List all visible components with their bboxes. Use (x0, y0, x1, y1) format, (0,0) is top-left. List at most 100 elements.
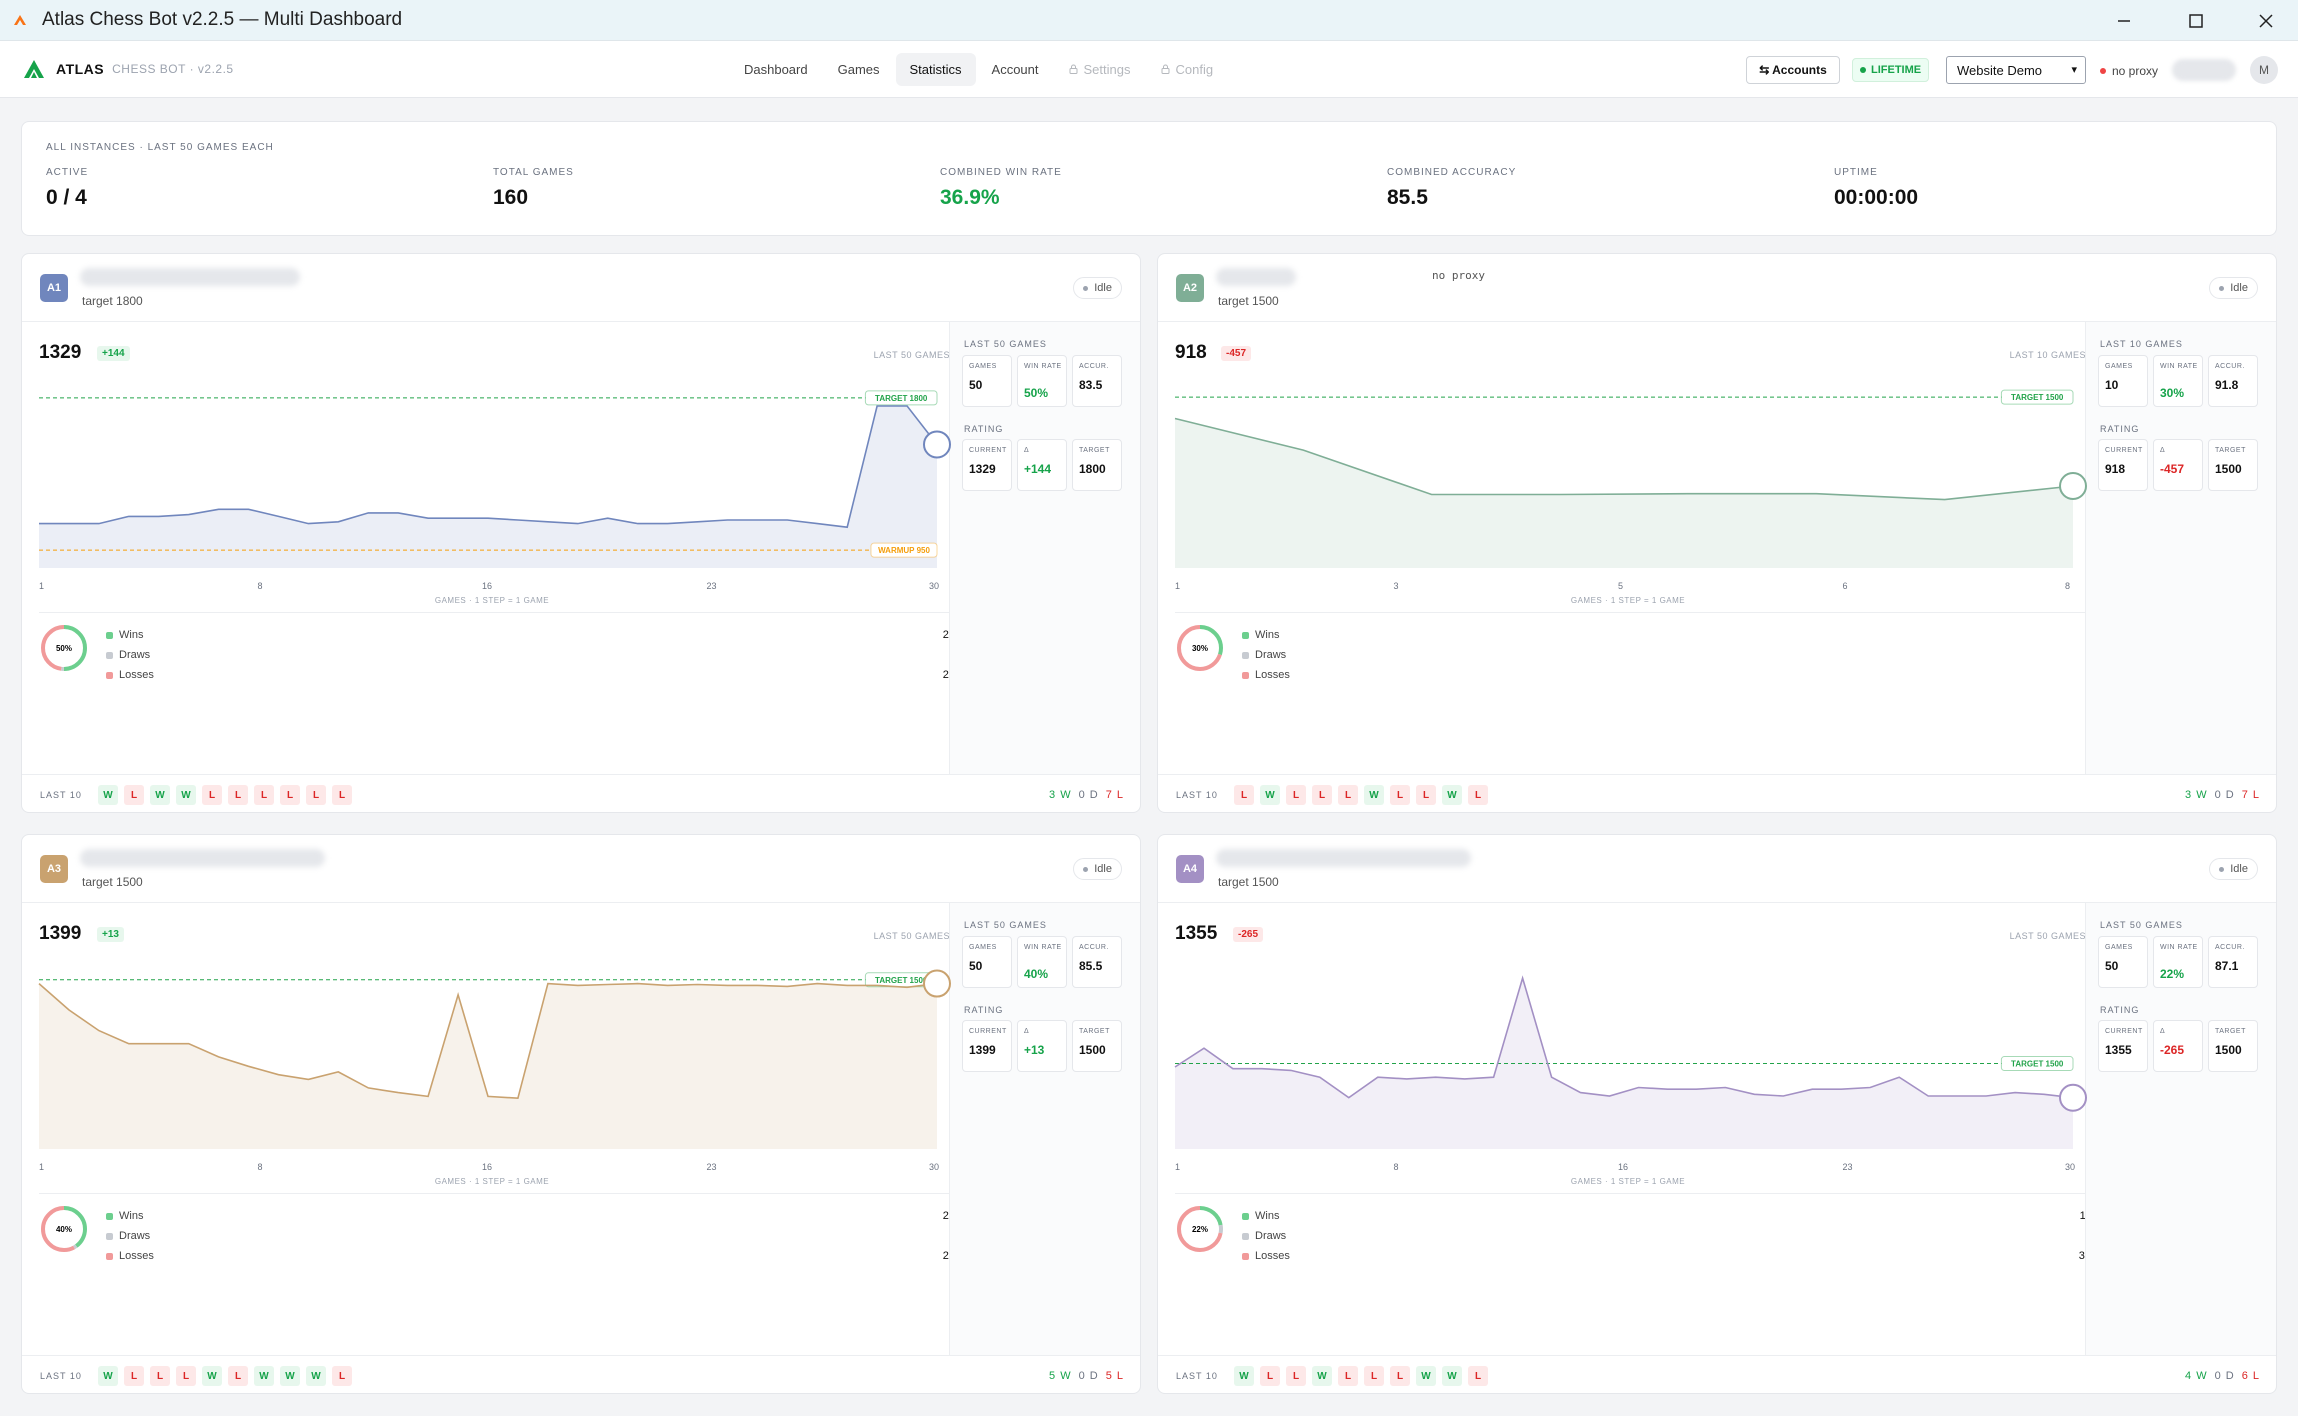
legend-wins: Wins (1242, 629, 1279, 641)
result-pill: W (1442, 1366, 1462, 1386)
last10-summary: 5 W 0 D 5 L (1049, 1370, 1124, 1382)
x-axis-caption: GAMES · 1 STEP = 1 GAME (434, 596, 550, 605)
target-label-text: TARGET 1500 (2011, 1060, 2064, 1069)
tile-label: Δ (1024, 1028, 1030, 1035)
proxy-status-dot-icon (2100, 68, 2106, 74)
tab-settings[interactable]: Settings (1055, 53, 1145, 86)
result-pill: L (1390, 1366, 1410, 1386)
divider (1175, 612, 2090, 613)
result-pill: L (150, 1366, 170, 1386)
win-rate-donut: 40% (41, 1206, 87, 1252)
account-name-redacted (80, 268, 300, 286)
tile-label: ACCUR. (1079, 944, 1109, 951)
account-name-redacted (1216, 268, 1296, 286)
close-icon (2259, 13, 2273, 28)
result-pill: L (124, 1366, 144, 1386)
result-pill: L (1260, 1366, 1280, 1386)
atlas-logo-icon (24, 60, 44, 78)
x-tick-label: 23 (706, 1162, 717, 1172)
result-pill: W (98, 785, 118, 805)
losses-swatch-icon (106, 671, 113, 679)
tab-dashboard[interactable]: Dashboard (730, 53, 822, 86)
lifetime-badge: LIFETIME (1852, 58, 1930, 82)
target-text: target 1800 (82, 294, 143, 308)
legend-wins: Wins (106, 629, 143, 641)
lifetime-label: LIFETIME (1871, 64, 1922, 76)
donut-percent: 22% (1192, 1225, 1208, 1234)
rating-line (1174, 417, 2074, 501)
rating-value: 1355 (1175, 923, 1218, 944)
target-label-box (864, 390, 938, 406)
result-pill: L (1286, 785, 1306, 805)
tile-games: GAMES 50 (2098, 936, 2148, 988)
tile-label: WIN RATE (1024, 944, 1062, 951)
current-rating-point (923, 430, 951, 459)
tile-label: WIN RATE (2160, 363, 2198, 370)
status-dot-icon (1083, 285, 1089, 291)
maximize-button[interactable] (2166, 0, 2226, 41)
close-button[interactable] (2236, 0, 2296, 41)
tile-value: +144 (1024, 462, 1052, 476)
side-section-title: LAST 50 GAMES (964, 339, 1047, 349)
rating-area (39, 983, 937, 1149)
target-text: target 1500 (82, 875, 143, 889)
chart-range-label: LAST 50 GAMES (2009, 931, 2086, 941)
x-tick-label: 16 (482, 581, 493, 591)
rating-area (1175, 418, 2073, 568)
tile-value: 50 (969, 959, 983, 973)
result-pill: L (1468, 785, 1488, 805)
tab-statistics[interactable]: Statistics (895, 53, 976, 86)
result-pill: L (202, 785, 222, 805)
legend-losses: Losses (106, 1250, 154, 1262)
current-rating-point (2059, 471, 2087, 500)
current-rating-point (923, 969, 951, 998)
x-tick-label: 3 (1393, 581, 1399, 591)
x-tick-label: 16 (1618, 1162, 1629, 1172)
avatar[interactable]: M (2250, 56, 2278, 84)
accounts-button[interactable]: ⇆ Accounts (1746, 56, 1840, 84)
legend-losses: Losses (1242, 1250, 1290, 1262)
status-label: Idle (1094, 282, 1112, 294)
tab-config[interactable]: Config (1147, 53, 1228, 86)
result-pill: L (228, 785, 248, 805)
tile-label: Δ (2160, 447, 2166, 454)
tile-win-rate: WIN RATE 30% (2153, 355, 2203, 407)
tile-value: 87.1 (2215, 959, 2239, 973)
last10-draws: 0 D (2214, 1370, 2235, 1382)
minimize-button[interactable] (2094, 0, 2154, 41)
tab-label: Account (991, 62, 1039, 77)
stat-label: UPTIME (1834, 167, 1878, 178)
donut-losses-arc (1177, 625, 1223, 671)
side-section-title: LAST 10 GAMES (2100, 339, 2183, 349)
tab-label: Settings (1083, 62, 1131, 77)
last10-label: LAST 10 (40, 1371, 82, 1381)
status-label: Idle (2230, 282, 2248, 294)
legend-label: Wins (119, 629, 144, 641)
x-tick-label: 23 (706, 581, 717, 591)
tile-label: TARGET (1079, 1028, 1110, 1035)
divider (1175, 1193, 2090, 1194)
instance-badge: A2 (1176, 274, 1204, 302)
tile-value: 50% (1024, 386, 1049, 400)
result-pill: W (1416, 1366, 1436, 1386)
tab-account[interactable]: Account (978, 53, 1053, 86)
tile-target: TARGET 1500 (2208, 1020, 2258, 1072)
rating-delta: +144 (97, 346, 130, 361)
warmup-label-box (870, 542, 938, 558)
tile-value: -457 (2160, 462, 2185, 476)
tile-label: WIN RATE (2160, 944, 2198, 951)
tile-value: 10 (2105, 378, 2119, 392)
rating-line (39, 405, 938, 529)
last10-summary: 3 W 0 D 7 L (2185, 789, 2260, 801)
website-select[interactable]: Website Demo ▾ (1946, 56, 2086, 84)
side-section-title: LAST 50 GAMES (2100, 920, 2183, 930)
tab-games[interactable]: Games (824, 53, 894, 86)
tab-label: Games (837, 62, 880, 77)
tile-value: 1329 (969, 462, 996, 476)
legend-draws: Draws (1242, 1230, 1286, 1242)
summary-caption: ALL INSTANCES · LAST 50 GAMES EACH (46, 142, 274, 153)
draws-swatch-icon (1242, 651, 1249, 659)
tile-value: 91.8 (2215, 378, 2239, 392)
